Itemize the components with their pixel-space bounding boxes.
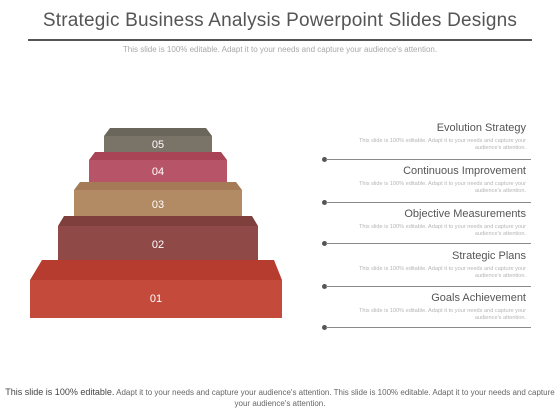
step-01-front — [30, 280, 282, 318]
step-01-number: 01 — [150, 293, 162, 305]
step-03-top — [74, 182, 242, 190]
step-04-number: 04 — [152, 166, 164, 178]
connector-line — [326, 202, 531, 203]
step-03-front — [74, 190, 242, 216]
item-title: Objective Measurements — [404, 208, 526, 220]
connector-dot — [322, 200, 327, 205]
item-title: Goals Achievement — [431, 292, 526, 304]
slide-title: Strategic Business Analysis Powerpoint S… — [42, 10, 518, 31]
connector-line — [326, 286, 531, 287]
item-description: This slide is 100% editable. Adapt it to… — [359, 181, 526, 194]
list-item-evolution-strategy: Evolution Strategy This slide is 100% ed… — [326, 122, 526, 152]
list-item-goals-achievement: Goals Achievement This slide is 100% edi… — [326, 292, 526, 322]
step-01: 01 — [30, 260, 282, 318]
step-02: 02 — [58, 216, 258, 260]
step-02-front — [58, 226, 258, 260]
connector-dot — [322, 157, 327, 162]
step-05-number: 05 — [152, 139, 164, 151]
footer-lead: This slide is 100% editable. — [5, 387, 115, 397]
step-04: 04 — [89, 152, 227, 182]
item-description: This slide is 100% editable. Adapt it to… — [359, 224, 526, 237]
item-title: Evolution Strategy — [436, 122, 526, 134]
step-03: 03 — [74, 182, 242, 216]
title-divider — [28, 39, 532, 41]
step-02-number: 02 — [152, 239, 164, 251]
item-title: Strategic Plans — [452, 250, 526, 262]
connector-line — [326, 243, 531, 244]
list-item-strategic-plans: Strategic Plans This slide is 100% edita… — [326, 250, 526, 280]
list-item-continuous-improvement: Continuous Improvement This slide is 100… — [326, 165, 526, 195]
connector-dot — [322, 284, 327, 289]
staircase-diagram: 05 04 03 02 01 — [30, 128, 282, 318]
footer-text: Adapt it to your needs and capture your … — [116, 388, 555, 408]
connector-line — [326, 159, 531, 160]
connector-line — [326, 327, 531, 328]
item-description: This slide is 100% editable. Adapt it to… — [359, 138, 526, 151]
step-04-top — [89, 152, 227, 160]
item-description: This slide is 100% editable. Adapt it to… — [359, 308, 526, 321]
connector-dot — [322, 325, 327, 330]
step-05: 05 — [104, 128, 212, 152]
item-title: Continuous Improvement — [403, 165, 526, 177]
step-05-top — [104, 128, 212, 136]
step-02-top — [58, 216, 258, 226]
list-item-objective-measurements: Objective Measurements This slide is 100… — [326, 208, 526, 238]
item-description: This slide is 100% editable. Adapt it to… — [359, 266, 526, 279]
step-01-top — [30, 260, 282, 280]
slide-subtitle: This slide is 100% editable. Adapt it to… — [122, 45, 438, 54]
connector-dot — [322, 241, 327, 246]
step-05-front — [104, 136, 212, 152]
step-03-number: 03 — [152, 199, 164, 211]
step-04-front — [89, 160, 227, 182]
footer-note: This slide is 100% editable. Adapt it to… — [0, 387, 560, 409]
